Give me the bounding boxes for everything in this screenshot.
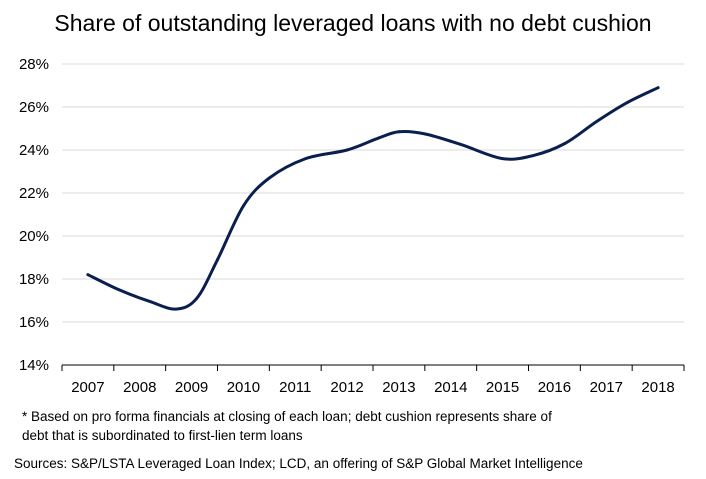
data-point xyxy=(174,307,178,311)
y-tick-label: 16% xyxy=(19,314,49,331)
data-point xyxy=(459,143,463,147)
x-tick-label: 2012 xyxy=(330,379,363,396)
footnote-line-2: debt that is subordinated to first-lien … xyxy=(22,428,303,443)
data-point xyxy=(267,176,271,180)
data-point xyxy=(345,148,349,152)
data-point xyxy=(86,273,90,277)
data-point xyxy=(242,204,245,208)
data-point xyxy=(501,157,504,161)
y-tick-label: 24% xyxy=(19,142,49,159)
y-tick-label: 14% xyxy=(19,357,49,374)
x-tick-label: 2015 xyxy=(486,379,519,396)
data-point xyxy=(376,136,380,140)
x-tick-label: 2018 xyxy=(641,379,674,396)
data-point xyxy=(195,296,199,300)
x-tick-label: 2016 xyxy=(538,379,571,396)
y-tick-label: 28% xyxy=(19,56,49,73)
data-point xyxy=(216,258,219,262)
data-point xyxy=(625,101,629,105)
data-point xyxy=(532,154,536,157)
x-tick-label: 2011 xyxy=(279,379,311,396)
data-point xyxy=(563,142,567,145)
data-point xyxy=(148,300,152,303)
data-point xyxy=(423,132,427,136)
data-point xyxy=(594,120,598,124)
data-point xyxy=(397,130,401,134)
series-line-0 xyxy=(86,86,660,311)
footnote-line-1: * Based on pro forma financials at closi… xyxy=(22,409,552,424)
data-point xyxy=(117,288,121,292)
y-tick-label: 26% xyxy=(19,99,49,116)
footnote: * Based on pro forma financials at closi… xyxy=(22,407,662,445)
x-tick-label: 2008 xyxy=(123,379,156,396)
x-tick-label: 2007 xyxy=(71,379,104,396)
data-point xyxy=(304,157,307,161)
y-tick-label: 18% xyxy=(19,271,49,288)
x-tick-label: 2013 xyxy=(382,379,415,396)
y-tick-label: 22% xyxy=(19,185,49,202)
x-tick-label: 2014 xyxy=(434,379,467,396)
x-tick-label: 2009 xyxy=(175,379,208,396)
x-axis xyxy=(61,364,685,371)
data-point xyxy=(656,86,660,90)
chart-title: Share of outstanding leveraged loans wit… xyxy=(54,10,652,36)
x-axis-tick-labels: 2007 2008 2009 2010 2011 2012 2013 2014 2015 2016… xyxy=(71,379,675,396)
x-tick-label: 2010 xyxy=(227,379,260,396)
gridlines xyxy=(62,63,684,323)
series-layer xyxy=(86,86,660,311)
y-axis-tick-labels: 14% 16% 18% 20% 22% 24% 26% 28% xyxy=(19,56,49,374)
y-tick-label: 20% xyxy=(19,228,49,245)
sources-note: Sources: S&P/LSTA Leveraged Loan Index; … xyxy=(14,456,583,471)
x-tick-label: 2017 xyxy=(590,379,623,396)
